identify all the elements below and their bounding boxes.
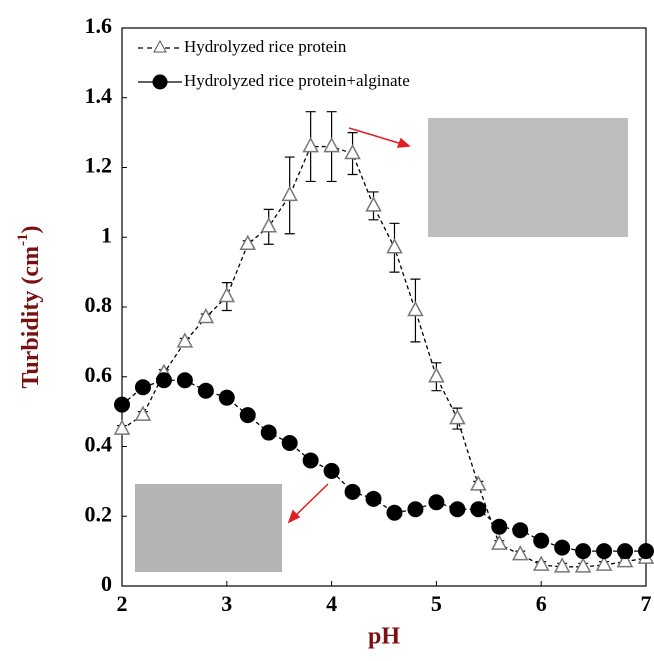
triangle-point	[302, 136, 319, 153]
y-tick-label: 1.4	[85, 83, 113, 108]
circle-point	[491, 518, 508, 535]
circle-point	[197, 382, 214, 399]
arrow-head	[396, 137, 411, 148]
triangle-point	[239, 234, 257, 250]
circle-point	[176, 372, 193, 389]
circle-point	[638, 543, 654, 560]
y-tick-label: 1.6	[85, 13, 113, 38]
x-tick-label: 5	[431, 591, 442, 616]
triangle-point	[616, 552, 634, 568]
x-tick-label: 2	[117, 591, 128, 616]
circle-point	[323, 462, 340, 479]
circle-point	[365, 490, 382, 507]
micrograph-top	[428, 118, 628, 237]
triangle-point	[134, 405, 152, 421]
circle-point	[407, 501, 424, 518]
circle-point	[575, 543, 592, 560]
circle-point	[533, 532, 550, 549]
arrow-head	[287, 509, 301, 524]
triangle-point	[323, 136, 340, 153]
circle-point	[218, 389, 235, 406]
circle-point	[239, 407, 256, 424]
triangle-point	[511, 545, 529, 561]
y-tick-label: 0.2	[85, 501, 113, 526]
triangle-point	[470, 475, 487, 491]
arrows	[287, 127, 411, 524]
legend-marker	[152, 74, 168, 90]
legend-label: Hydrolyzed rice protein+alginate	[184, 71, 410, 90]
x-axis-label: pH	[368, 624, 400, 650]
circle-point	[449, 501, 466, 518]
y-tick-label: 0.8	[85, 292, 113, 317]
y-tick-label: 1	[101, 222, 112, 247]
triangle-point	[365, 196, 382, 212]
circle-point	[344, 483, 361, 500]
circle-point	[554, 539, 571, 556]
triangle-point	[176, 332, 194, 348]
triangle-point	[197, 307, 215, 324]
y-label-sup: -1	[15, 234, 31, 247]
circle-point	[596, 543, 613, 560]
triangle-point	[344, 143, 361, 160]
arrow	[294, 483, 329, 517]
y-tick-label: 1.2	[85, 153, 113, 178]
circle-point	[386, 504, 403, 521]
circle-point	[134, 379, 151, 396]
triangle-point	[491, 534, 508, 550]
triangle-point	[574, 557, 592, 573]
circle-point	[260, 424, 277, 441]
triangle-point	[532, 555, 550, 571]
triangle-point	[218, 286, 236, 303]
y-tick-label: 0.4	[85, 432, 113, 457]
x-tick-label: 3	[221, 591, 232, 616]
x-tick-label: 4	[326, 591, 337, 616]
y-tick-label: 0.6	[85, 362, 113, 387]
y-label-main: Turbidity (cm	[18, 246, 44, 388]
triangle-point	[595, 555, 613, 571]
triangle-point	[260, 217, 277, 233]
circle-point	[512, 522, 529, 539]
circle-point	[281, 435, 298, 452]
x-tick-label: 6	[536, 591, 547, 616]
circle-point	[155, 372, 172, 389]
triangle-point	[449, 409, 466, 425]
legend-label: Hydrolyzed rice protein	[184, 37, 347, 56]
legend-marker	[153, 39, 167, 53]
y-tick-label: 0	[101, 571, 112, 596]
triangle-point	[386, 238, 403, 254]
triangle-point	[113, 419, 131, 435]
y-axis-label: Turbidity (cm-1)	[15, 226, 43, 389]
triangle-point	[281, 185, 298, 202]
micrograph-bottom	[135, 484, 282, 572]
circle-point	[428, 494, 445, 511]
circle-point	[302, 452, 319, 469]
y-label-end: )	[18, 226, 44, 234]
arrow	[348, 127, 403, 145]
triangle-point	[553, 557, 571, 573]
triangle-point	[407, 300, 424, 317]
circle-point	[470, 501, 487, 518]
circle-point	[617, 543, 634, 560]
circle-point	[114, 396, 130, 413]
x-tick-label: 7	[641, 591, 652, 616]
triangle-point	[428, 367, 445, 383]
